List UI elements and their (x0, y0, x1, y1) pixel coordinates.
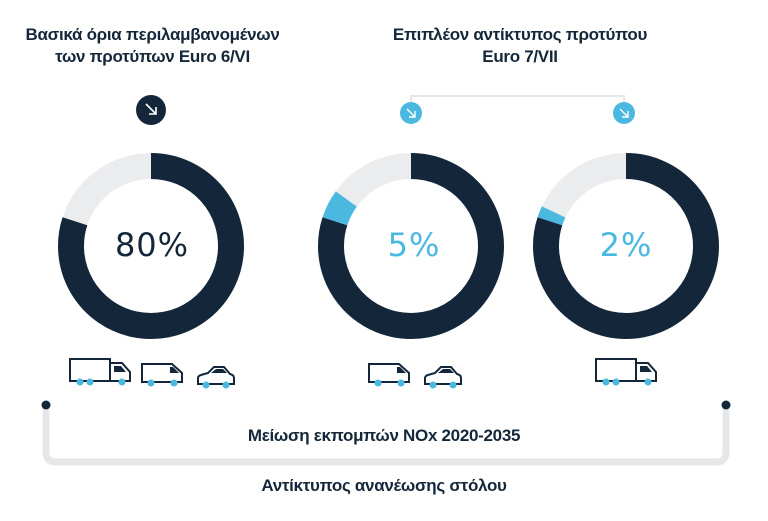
arrow-badge-euro6 (136, 95, 166, 125)
fleet-bracket (42, 405, 730, 466)
donut-segment-value (322, 191, 358, 226)
donut-label-euro6: 80% (114, 226, 190, 264)
bracket-endpoint-left (41, 400, 51, 410)
euro7-heading-line1: Επιπλέον αντίκτυπος προτύπου (392, 25, 648, 44)
euro7-connector (410, 95, 625, 112)
truck-icon (69, 358, 131, 386)
baseline-heading-line2: των προτύπων Euro 6/VI (55, 47, 250, 66)
baseline-heading: Βασικά όρια περιλαμβανομένων των προτύπω… (10, 24, 295, 68)
donut-0 (58, 153, 244, 339)
arrow-down-right-icon (145, 103, 157, 115)
euro7-heading-line2: Euro 7/VII (482, 47, 558, 66)
van-icon (368, 363, 410, 387)
donut-segment-baseline (318, 153, 504, 339)
car-icon (197, 366, 235, 389)
donut-label-euro7-a: 5% (387, 226, 441, 264)
donut-1 (318, 153, 504, 339)
donut-2 (533, 153, 719, 339)
donut-segment-value (537, 206, 566, 226)
van-icon (141, 363, 183, 387)
arrow-down-right-icon (619, 108, 629, 118)
donut-label-euro7-b: 2% (599, 226, 653, 264)
fleet-renewal-label: Αντίκτυπος ανανέωσης στόλου (261, 476, 507, 495)
nox-reduction-label: Μείωση εκπομπών NOx 2020-2035 (247, 426, 521, 445)
euro7-heading: Επιπλέον αντίκτυπος προτύπου Euro 7/VII (360, 24, 680, 68)
donut-segment-value (58, 153, 244, 339)
truck-icon (595, 358, 657, 386)
bracket-endpoint-right (721, 400, 731, 410)
car-icon (424, 366, 462, 389)
arrow-badge-euro7-b (613, 102, 635, 124)
arrow-badge-euro7-a (400, 102, 422, 124)
arrow-down-right-icon (406, 108, 416, 118)
donut-segment-baseline (533, 153, 719, 339)
baseline-heading-line1: Βασικά όρια περιλαμβανομένων (25, 25, 280, 44)
